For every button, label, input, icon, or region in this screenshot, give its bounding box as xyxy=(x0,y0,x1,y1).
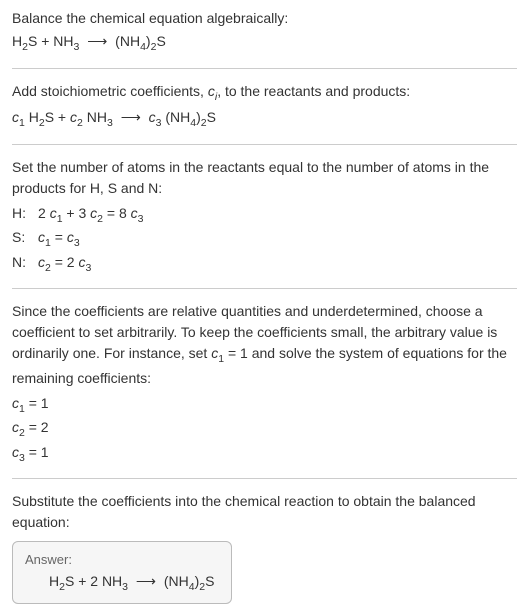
divider-4 xyxy=(12,478,517,479)
equation-row: H: 2 c1 + 3 c2 = 8 c3 xyxy=(12,203,517,228)
formula-1: H2S + NH3 ⟶ (NH4)2S xyxy=(12,31,517,56)
coefficients-list: c1 = 1 c2 = 2 c3 = 1 xyxy=(12,393,517,467)
section-balance-intro: Balance the chemical equation algebraica… xyxy=(12,8,517,56)
intro-text-4: Since the coefficients are relative quan… xyxy=(12,301,517,389)
eq-content: c2 = 2 c3 xyxy=(38,252,517,277)
intro-text-5: Substitute the coefficients into the che… xyxy=(12,491,517,533)
intro-text-3: Set the number of atoms in the reactants… xyxy=(12,157,517,199)
section-answer: Substitute the coefficients into the che… xyxy=(12,491,517,604)
divider-3 xyxy=(12,288,517,289)
equation-row: N: c2 = 2 c3 xyxy=(12,252,517,277)
intro-text-2: Add stoichiometric coefficients, ci, to … xyxy=(12,81,517,106)
eq-label: N: xyxy=(12,252,38,277)
eq-content: 2 c1 + 3 c2 = 8 c3 xyxy=(38,203,517,228)
coeff-line: c1 = 1 xyxy=(12,393,517,418)
intro-text-1: Balance the chemical equation algebraica… xyxy=(12,8,517,29)
eq-label: H: xyxy=(12,203,38,228)
equations-list: H: 2 c1 + 3 c2 = 8 c3 S: c1 = c3 N: c2 =… xyxy=(12,203,517,277)
divider-2 xyxy=(12,144,517,145)
equation-row: S: c1 = c3 xyxy=(12,227,517,252)
section-atom-equations: Set the number of atoms in the reactants… xyxy=(12,157,517,277)
coeff-line: c2 = 2 xyxy=(12,417,517,442)
answer-box: Answer: H2S + 2 NH3 ⟶ (NH4)2S xyxy=(12,541,232,604)
divider-1 xyxy=(12,68,517,69)
coeff-line: c3 = 1 xyxy=(12,442,517,467)
answer-label: Answer: xyxy=(25,552,219,567)
section-solve: Since the coefficients are relative quan… xyxy=(12,301,517,466)
eq-content: c1 = c3 xyxy=(38,227,517,252)
answer-formula: H2S + 2 NH3 ⟶ (NH4)2S xyxy=(25,573,219,593)
formula-2: c1 H2S + c2 NH3 ⟶ c3 (NH4)2S xyxy=(12,107,517,132)
section-stoichiometric: Add stoichiometric coefficients, ci, to … xyxy=(12,81,517,132)
eq-label: S: xyxy=(12,227,38,252)
